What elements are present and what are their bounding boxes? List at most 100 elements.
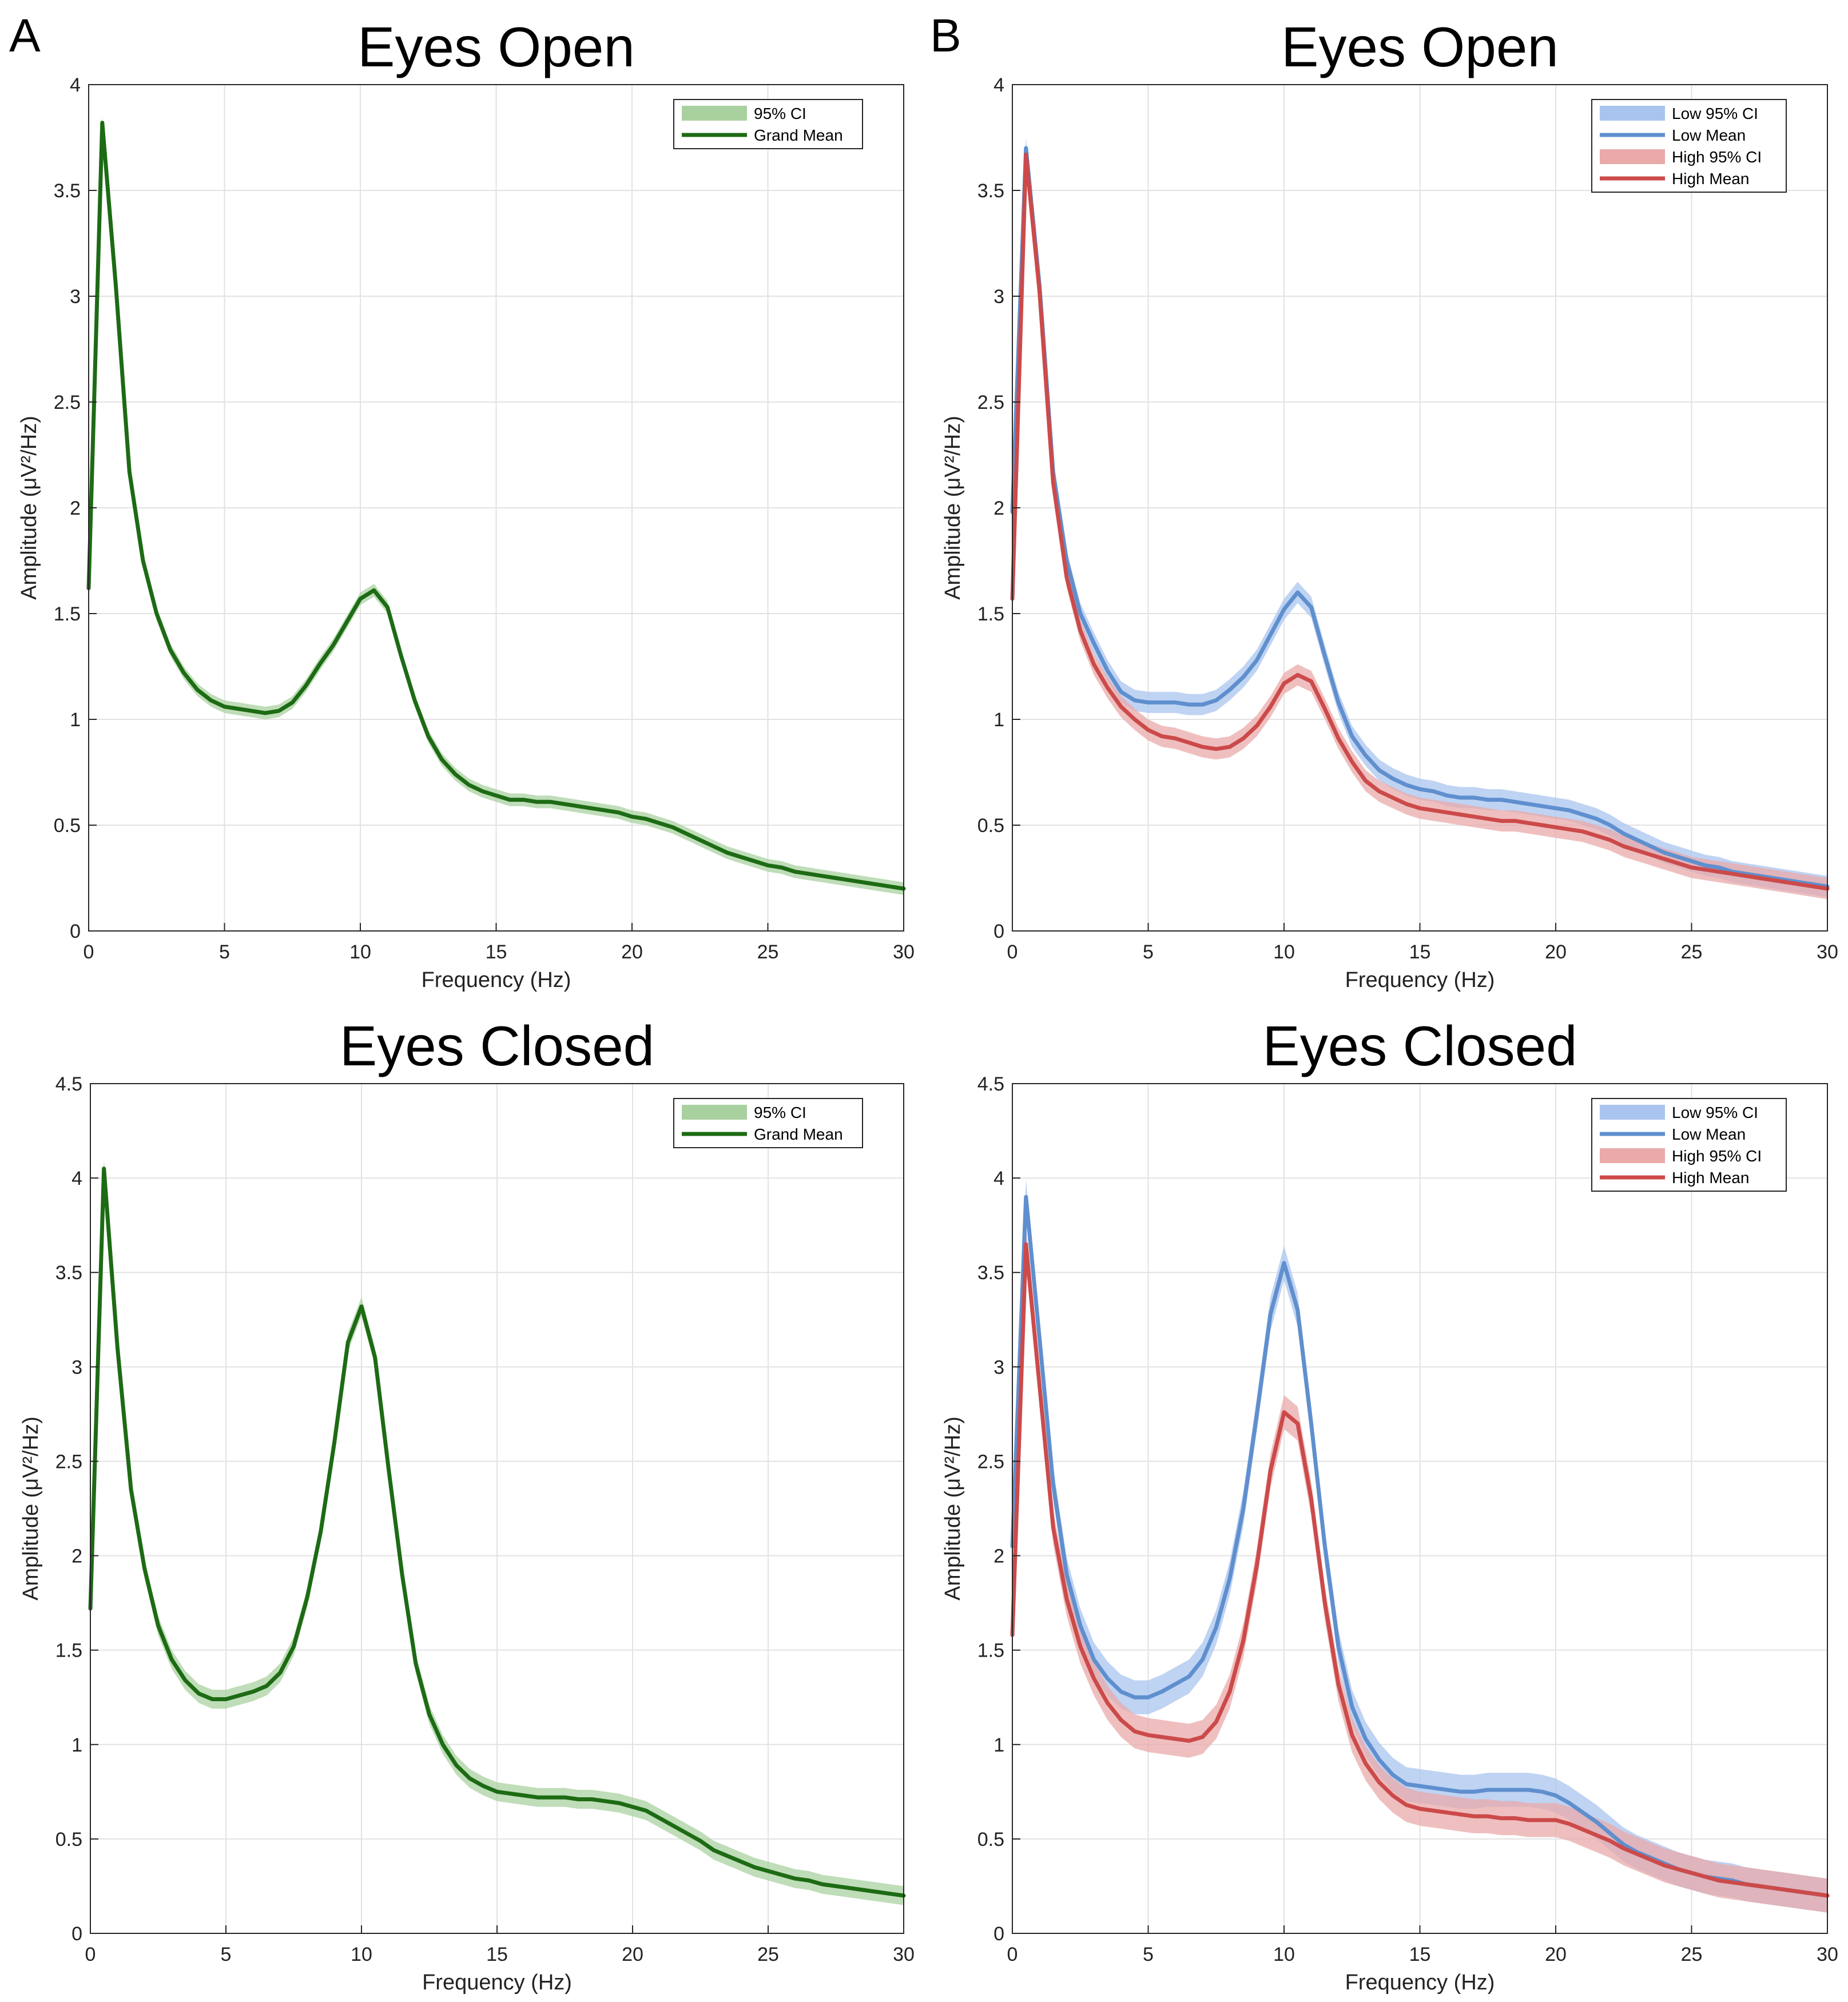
x-tick-label: 15: [486, 1944, 508, 1965]
x-axis-label: Frequency (Hz): [422, 1971, 572, 1995]
y-tick-label: 2: [993, 497, 1004, 519]
y-tick-label: 1.5: [977, 1640, 1004, 1662]
y-tick-label: 2: [70, 497, 81, 519]
legend-label: Grand Mean: [754, 126, 843, 144]
x-tick-label: 5: [221, 1944, 232, 1965]
x-tick-label: 30: [893, 941, 915, 963]
legend-box: [673, 99, 863, 149]
y-tick-label: 2.5: [977, 392, 1004, 413]
x-tick-label: 0: [85, 1944, 96, 1965]
y-tick-label: 2.5: [55, 1451, 82, 1472]
legend-label: 95% CI: [754, 1104, 806, 1121]
x-tick-label: 0: [84, 941, 94, 963]
legend-label: Low 95% CI: [1672, 105, 1758, 122]
x-tick-label: 10: [351, 1944, 372, 1965]
y-tick-label: 2.5: [54, 392, 81, 413]
y-tick-label: 1: [993, 1734, 1004, 1756]
y-tick-label: 2: [993, 1546, 1004, 1567]
x-tick-label: 20: [1545, 1944, 1567, 1965]
ci-band-1: [1012, 137, 1827, 897]
y-tick-label: 3.5: [977, 180, 1004, 202]
legend-swatch-ci: [1600, 106, 1665, 121]
x-tick-label: 10: [1273, 1944, 1295, 1965]
y-tick-label: 0: [71, 1923, 82, 1945]
legend-label: High Mean: [1672, 1169, 1749, 1187]
x-tick-label: 25: [757, 941, 779, 963]
mean-line-1: [88, 1167, 906, 1898]
chart-2: 0 5 10 15 20 25 30 0 0.5 1 1.5 2 2.5 3 3.5 4 Eyes Open Fr…: [941, 15, 1838, 992]
x-tick-label: 20: [1545, 941, 1567, 963]
x-axis-label: Frequency (Hz): [1345, 968, 1495, 992]
legend-swatch-ci: [1600, 1105, 1665, 1120]
x-tick-label: 30: [1817, 1944, 1838, 1965]
legend-swatch-ci: [1600, 149, 1665, 164]
legend-label: High 95% CI: [1672, 148, 1762, 166]
y-tick-label: 4.5: [977, 1073, 1004, 1095]
panel-letter-b: B: [930, 10, 961, 62]
x-tick-label: 15: [486, 941, 507, 963]
chart-3: 0 5 10 15 20 25 30 0 0.5 1 1.5 2 2.5 3 3.5 4 4.5 Eyes Clo…: [19, 1014, 915, 1995]
x-axis-label: Frequency (Hz): [1345, 1971, 1495, 1995]
legend: Low 95% CI Low Mean High 95% CI High Mean: [1591, 1098, 1787, 1192]
chart-title: Eyes Open: [357, 15, 635, 78]
y-tick-label: 3: [993, 286, 1004, 308]
x-tick-label: 10: [349, 941, 371, 963]
y-tick-label: 0.5: [977, 1829, 1004, 1850]
y-tick-label: 4: [993, 74, 1004, 96]
y-tick-label: 4: [71, 1168, 82, 1189]
y-axis-label: Amplitude (μV²/Hz): [941, 1416, 965, 1601]
y-axis-label: Amplitude (μV²/Hz): [19, 1416, 43, 1601]
y-tick-label: 3.5: [54, 180, 81, 202]
y-tick-label: 1.5: [55, 1640, 82, 1662]
y-tick-label: 4: [993, 1168, 1004, 1189]
legend: 95% CI Grand Mean: [673, 1098, 863, 1148]
y-tick-label: 0: [70, 921, 81, 942]
x-tick-label: 25: [757, 1944, 779, 1965]
y-tick-label: 3.5: [977, 1262, 1004, 1284]
legend-label: High 95% CI: [1672, 1147, 1762, 1165]
y-tick-label: 0.5: [54, 815, 81, 837]
chart-1: 0 5 10 15 20 25 30 0 0.5 1 1.5 2 2.5 3 3.5 4 Eyes Open Fr…: [17, 15, 915, 992]
y-tick-label: 0.5: [55, 1829, 82, 1850]
y-tick-label: 0: [993, 1923, 1004, 1945]
x-tick-label: 0: [1007, 1944, 1018, 1965]
x-tick-label: 0: [1007, 941, 1018, 963]
chart-title: Eyes Closed: [1262, 1014, 1577, 1077]
x-tick-label: 20: [622, 1944, 643, 1965]
chart-title: Eyes Closed: [340, 1014, 654, 1077]
y-axis-label: Amplitude (μV²/Hz): [17, 416, 41, 600]
x-tick-label: 25: [1681, 941, 1703, 963]
y-tick-label: 1: [993, 709, 1004, 731]
legend-label: High Mean: [1672, 170, 1749, 188]
mean-line-2: [1010, 152, 1830, 891]
legend-label: Low Mean: [1672, 126, 1746, 144]
x-tick-label: 10: [1273, 941, 1295, 963]
y-tick-label: 1: [71, 1734, 82, 1756]
x-axis-label: Frequency (Hz): [422, 968, 571, 992]
y-axis-label: Amplitude (μV²/Hz): [941, 416, 965, 600]
legend: Low 95% CI Low Mean High 95% CI High Mean: [1591, 99, 1787, 193]
x-tick-label: 5: [219, 941, 230, 963]
legend-label: Low Mean: [1672, 1125, 1746, 1143]
x-tick-label: 5: [1143, 941, 1154, 963]
y-tick-label: 1.5: [977, 603, 1004, 625]
y-tick-label: 3: [71, 1356, 82, 1378]
legend-swatch-ci: [1600, 1148, 1665, 1163]
y-tick-label: 4: [70, 74, 81, 96]
chart-4: 0 5 10 15 20 25 30 0 0.5 1 1.5 2 2.5 3 3.5 4 4.5 Eyes Clo…: [941, 1014, 1838, 1995]
mean-line-2: [1010, 1242, 1830, 1898]
legend-label: Grand Mean: [754, 1125, 843, 1143]
legend-swatch-ci: [682, 1105, 747, 1120]
mean-line-1: [1010, 146, 1830, 889]
y-tick-label: 3: [993, 1356, 1004, 1378]
y-tick-label: 0: [993, 921, 1004, 942]
x-tick-label: 20: [621, 941, 643, 963]
y-tick-label: 2.5: [977, 1451, 1004, 1472]
y-tick-label: 1: [70, 709, 81, 731]
x-tick-label: 5: [1143, 1944, 1154, 1965]
y-tick-label: 4.5: [55, 1073, 82, 1095]
y-tick-label: 3.5: [55, 1262, 82, 1284]
y-tick-label: 3: [70, 286, 81, 308]
